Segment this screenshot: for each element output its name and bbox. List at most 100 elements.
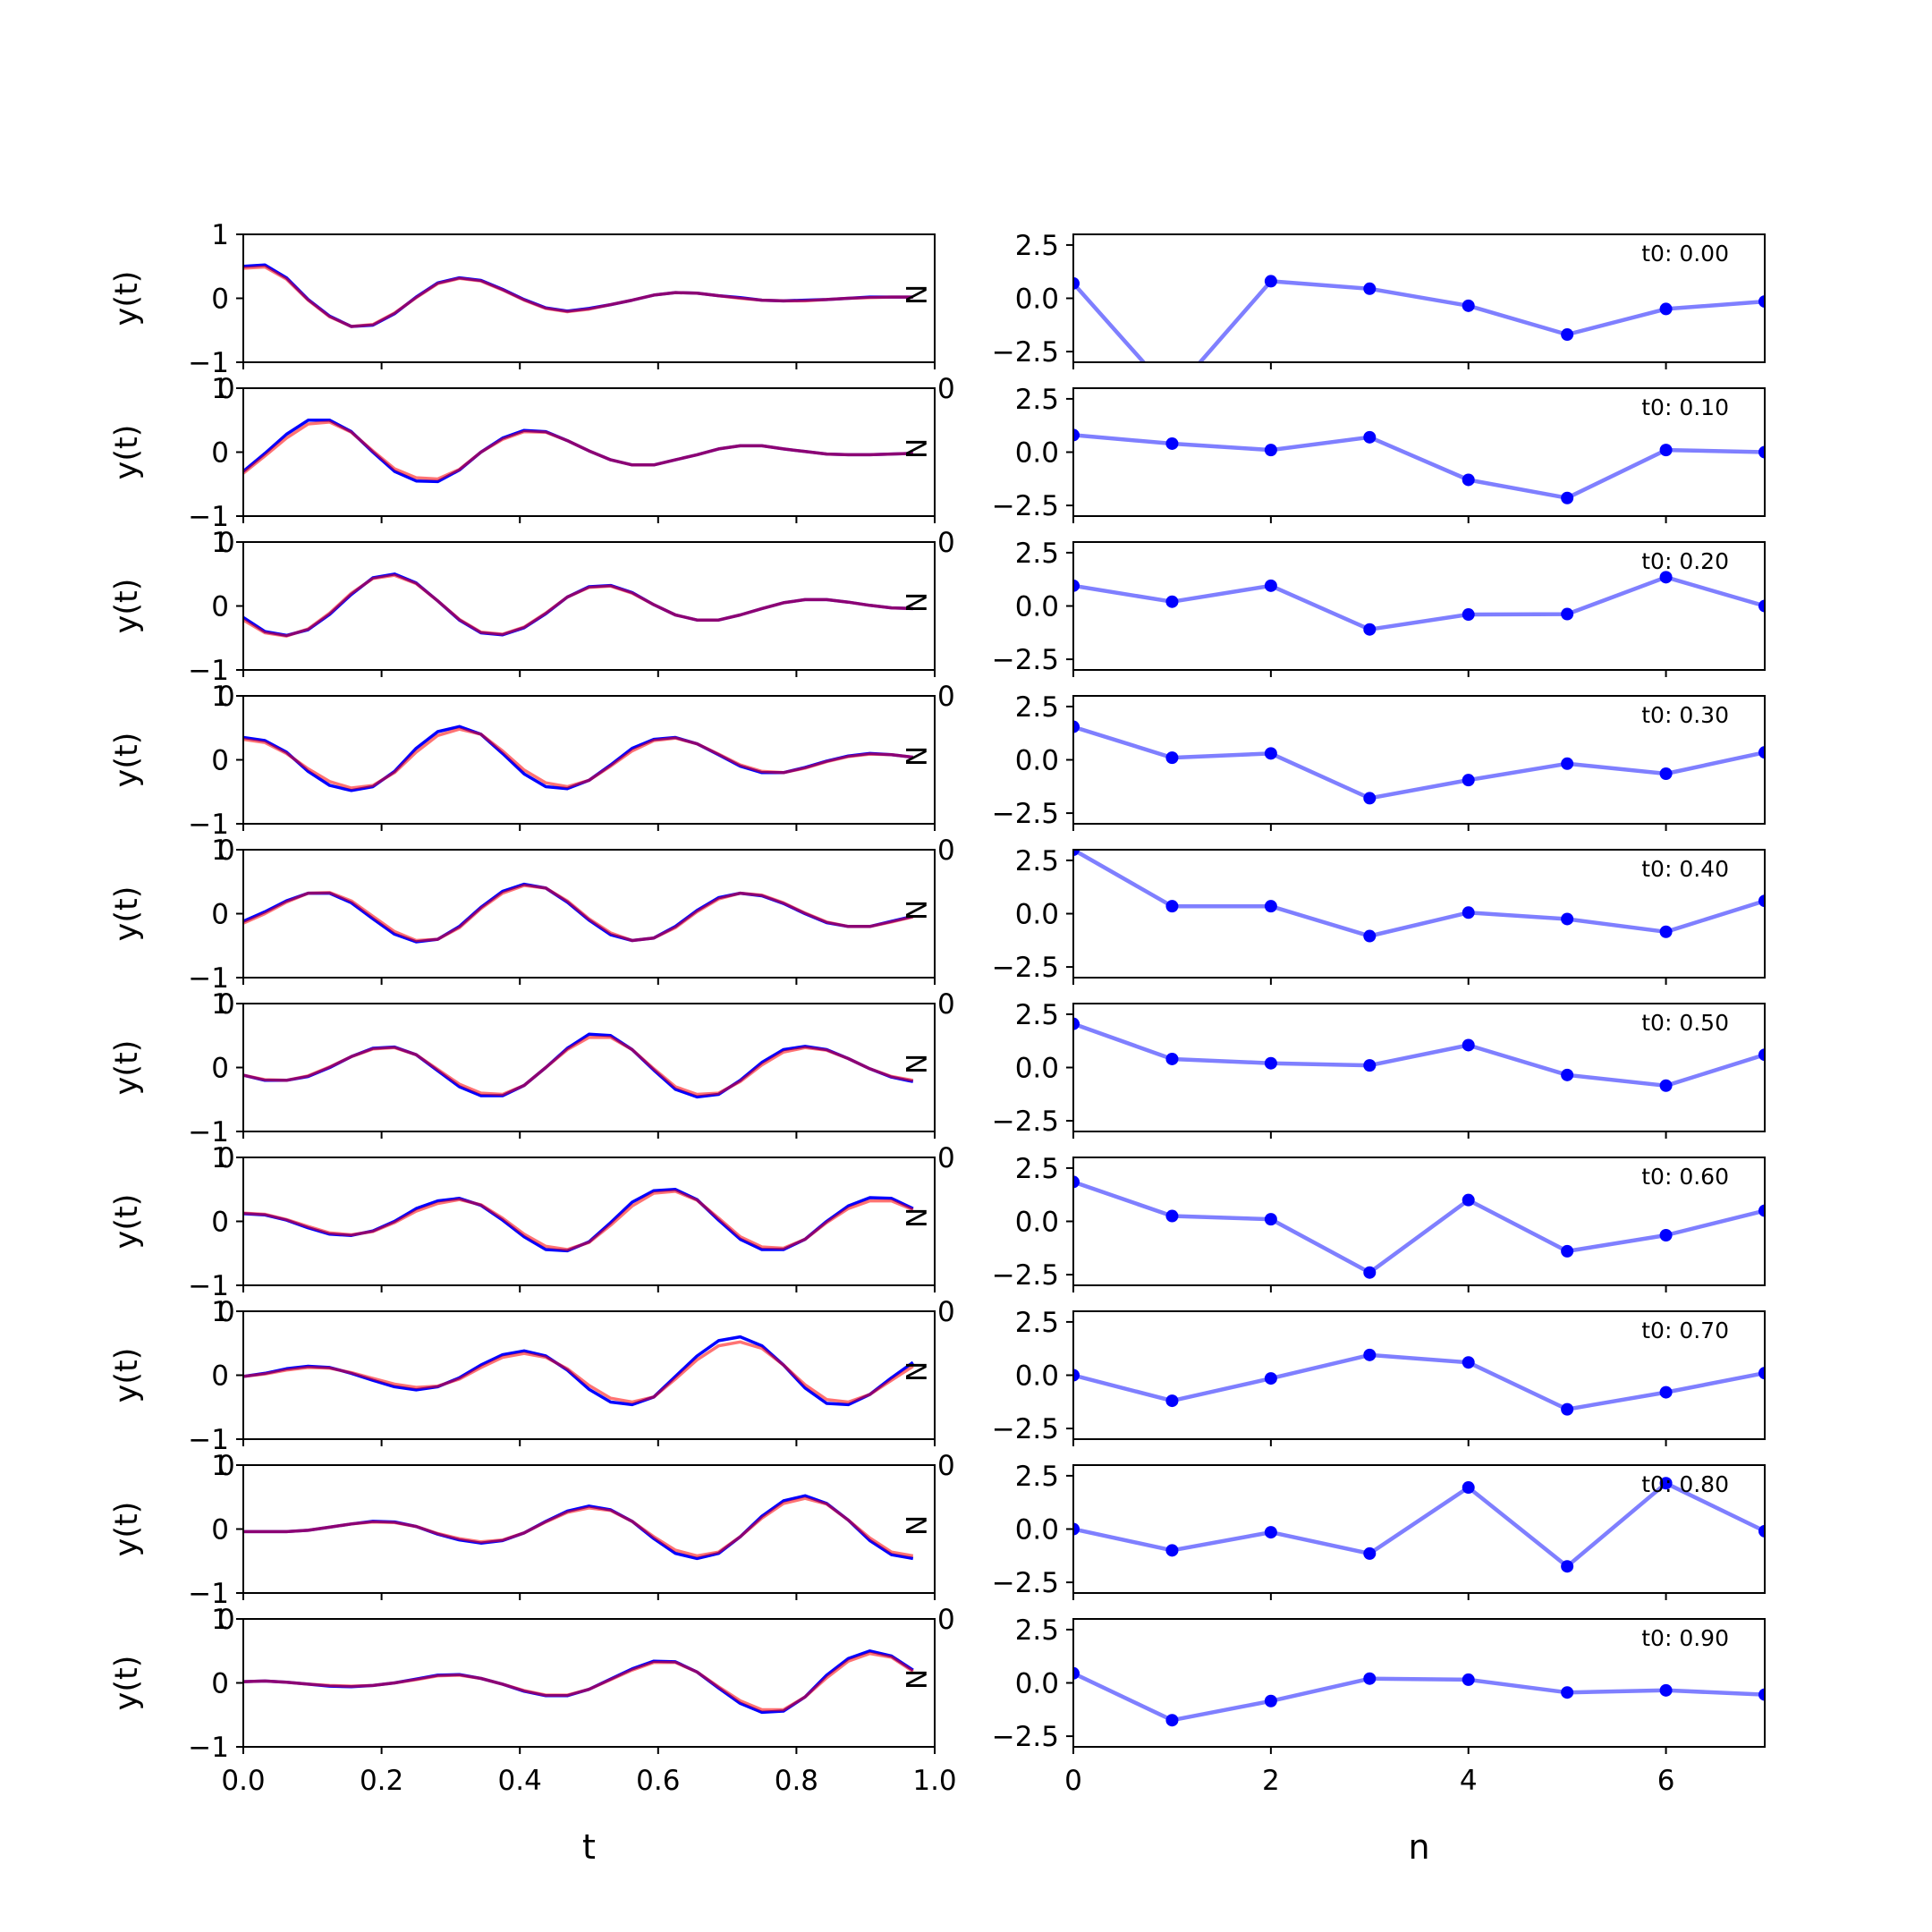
right-series xyxy=(1073,850,1765,943)
data-point xyxy=(1758,1048,1765,1062)
axes-frame xyxy=(242,1310,936,1440)
x-tick-label: 0.4 xyxy=(498,1765,542,1797)
y-tick-label: −2.5 xyxy=(992,1413,1059,1445)
right-panel-4: 2.5 0.0 −2.5 t0: 0.40 0 xyxy=(937,845,1766,1021)
panel-annotation: t0: 0.80 xyxy=(1641,1471,1729,1497)
y-axis-label: y(t) xyxy=(109,1656,145,1711)
data-point xyxy=(1165,388,1178,401)
left-panel-1: 10−1y(t) N0 xyxy=(109,373,936,559)
data-point xyxy=(1363,282,1377,295)
data-point xyxy=(1561,1686,1574,1699)
data-point xyxy=(1264,1526,1277,1539)
right-panel-1: 2.5 0.0 −2.5 t0: 0.10 0 xyxy=(937,384,1766,559)
y-tick-label: 0.0 xyxy=(1015,1053,1059,1085)
overlap-artifact: 0 xyxy=(937,1604,955,1636)
data-point xyxy=(1659,1385,1673,1399)
overlap-artifact: 0 xyxy=(937,681,955,713)
series-line xyxy=(1073,1021,1765,1089)
right-series xyxy=(1073,1017,1765,1092)
data-point xyxy=(1758,445,1765,459)
data-point xyxy=(1659,302,1673,316)
data-point xyxy=(1363,792,1377,805)
data-point xyxy=(1561,491,1574,504)
data-point xyxy=(1073,1368,1080,1382)
y-tick-label: −1 xyxy=(188,1424,229,1456)
y-tick-label: 0.0 xyxy=(1015,437,1059,470)
data-point xyxy=(1561,1244,1574,1258)
series-blue-line xyxy=(243,263,913,328)
data-point xyxy=(1462,1481,1475,1495)
y-axis-label: y(t) xyxy=(109,886,145,942)
right-panel-6: 2.5 0.0 −2.5 t0: 0.60 0 xyxy=(937,1153,1766,1328)
left-series xyxy=(243,572,913,638)
data-point xyxy=(1363,1546,1377,1560)
overlap-artifact: N xyxy=(899,746,931,767)
y-tick-label: 1 xyxy=(211,988,229,1021)
left-panel-7: 10−1y(t) N0 xyxy=(109,1296,936,1482)
y-tick-label: 0.0 xyxy=(1015,1207,1059,1239)
y-tick-label: 2.5 xyxy=(1015,1307,1059,1339)
data-point xyxy=(1462,299,1475,312)
data-point xyxy=(1073,1522,1080,1536)
overlap-artifact: 0 xyxy=(217,681,235,713)
data-point xyxy=(1363,1672,1377,1685)
data-point xyxy=(1165,1714,1179,1727)
y-tick-label: 2.5 xyxy=(1015,230,1059,262)
y-axis-label: y(t) xyxy=(109,1502,145,1557)
y-tick-label: 1 xyxy=(211,681,229,713)
series-line xyxy=(1073,1671,1765,1723)
y-tick-label: 0 xyxy=(211,745,229,777)
data-point xyxy=(1561,757,1574,770)
data-point xyxy=(1659,571,1673,584)
data-point xyxy=(1264,1056,1277,1070)
left-panel-0: 10−1y(t) N0 xyxy=(109,219,936,405)
y-tick-label: −2.5 xyxy=(992,1721,1059,1753)
y-tick-label: 0 xyxy=(211,899,229,931)
left-series xyxy=(243,724,914,792)
axes-frame xyxy=(242,1618,936,1748)
y-axis-label: y(t) xyxy=(109,271,145,326)
y-tick-label: 0.0 xyxy=(1015,745,1059,777)
y-tick-label: −2.5 xyxy=(992,336,1059,369)
series-red-line xyxy=(243,884,914,943)
data-point xyxy=(1165,595,1179,608)
series-blue-line xyxy=(243,1649,914,1715)
data-point xyxy=(1363,1348,1377,1361)
y-tick-label: −1 xyxy=(188,1270,229,1302)
y-tick-label: 0.0 xyxy=(1015,1668,1059,1700)
data-point xyxy=(1561,328,1574,342)
y-tick-label: 2.5 xyxy=(1015,1461,1059,1493)
x-tick-label: 0.6 xyxy=(636,1765,680,1797)
series-line xyxy=(1073,575,1765,631)
data-point xyxy=(1758,746,1765,759)
y-tick-label: 0 xyxy=(211,437,229,470)
left-panel-4: 10−1y(t) N0 xyxy=(109,835,936,1021)
y-tick-label: −2.5 xyxy=(992,1259,1059,1292)
y-axis-label: y(t) xyxy=(109,1040,145,1096)
data-point xyxy=(1659,1477,1673,1490)
overlap-artifact: N xyxy=(899,1515,931,1536)
overlap-artifact: N xyxy=(899,1054,931,1074)
data-point xyxy=(1462,1673,1475,1686)
right-series xyxy=(1073,1477,1765,1573)
data-point xyxy=(1462,1038,1475,1052)
data-point xyxy=(1363,623,1377,636)
data-point xyxy=(1363,929,1377,943)
overlap-artifact: N xyxy=(899,1208,931,1228)
data-point xyxy=(1758,1204,1765,1217)
data-point xyxy=(1264,444,1277,457)
overlap-artifact: N xyxy=(899,592,931,613)
data-point xyxy=(1363,430,1377,444)
data-point xyxy=(1462,1356,1475,1369)
y-tick-label: −1 xyxy=(188,1732,229,1764)
right-panel-8: 2.5 0.0 −2.5 t0: 0.80 0 xyxy=(937,1461,1766,1636)
data-point xyxy=(1561,912,1574,926)
series-line xyxy=(1073,1180,1765,1275)
overlap-artifact: N xyxy=(899,1669,931,1690)
y-tick-label: −1 xyxy=(188,1116,229,1148)
data-point xyxy=(1758,1688,1765,1701)
overlap-artifact: 0 xyxy=(937,835,955,867)
y-tick-label: 2.5 xyxy=(1015,1153,1059,1185)
data-point xyxy=(1264,275,1277,288)
